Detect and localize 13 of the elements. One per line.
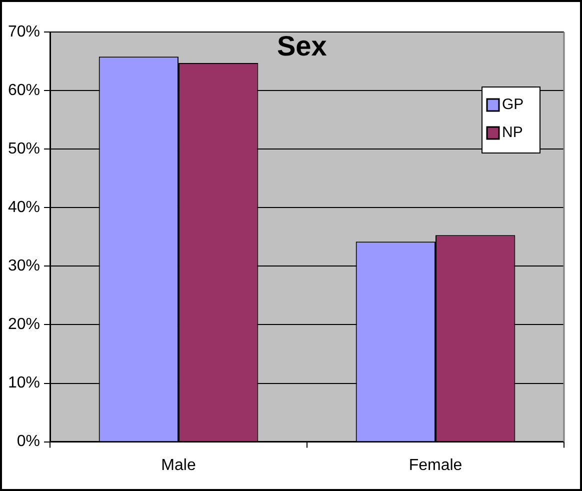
legend-label: GP <box>502 96 524 114</box>
y-tick-label: 10% <box>8 374 40 392</box>
y-tick-label: 40% <box>8 199 40 216</box>
y-tick-label: 70% <box>8 23 40 40</box>
x-tick-label: Male <box>161 456 196 474</box>
y-tick-label: 60% <box>8 82 40 99</box>
y-tick-label: 0% <box>16 433 40 450</box>
y-tick-label: 20% <box>8 316 40 334</box>
y-tick-label: 30% <box>8 258 40 275</box>
legend-label: NP <box>502 124 523 142</box>
x-tick-label: Female <box>408 456 462 474</box>
y-tick-label: 50% <box>8 140 40 158</box>
chart-title: Sex <box>276 30 328 62</box>
